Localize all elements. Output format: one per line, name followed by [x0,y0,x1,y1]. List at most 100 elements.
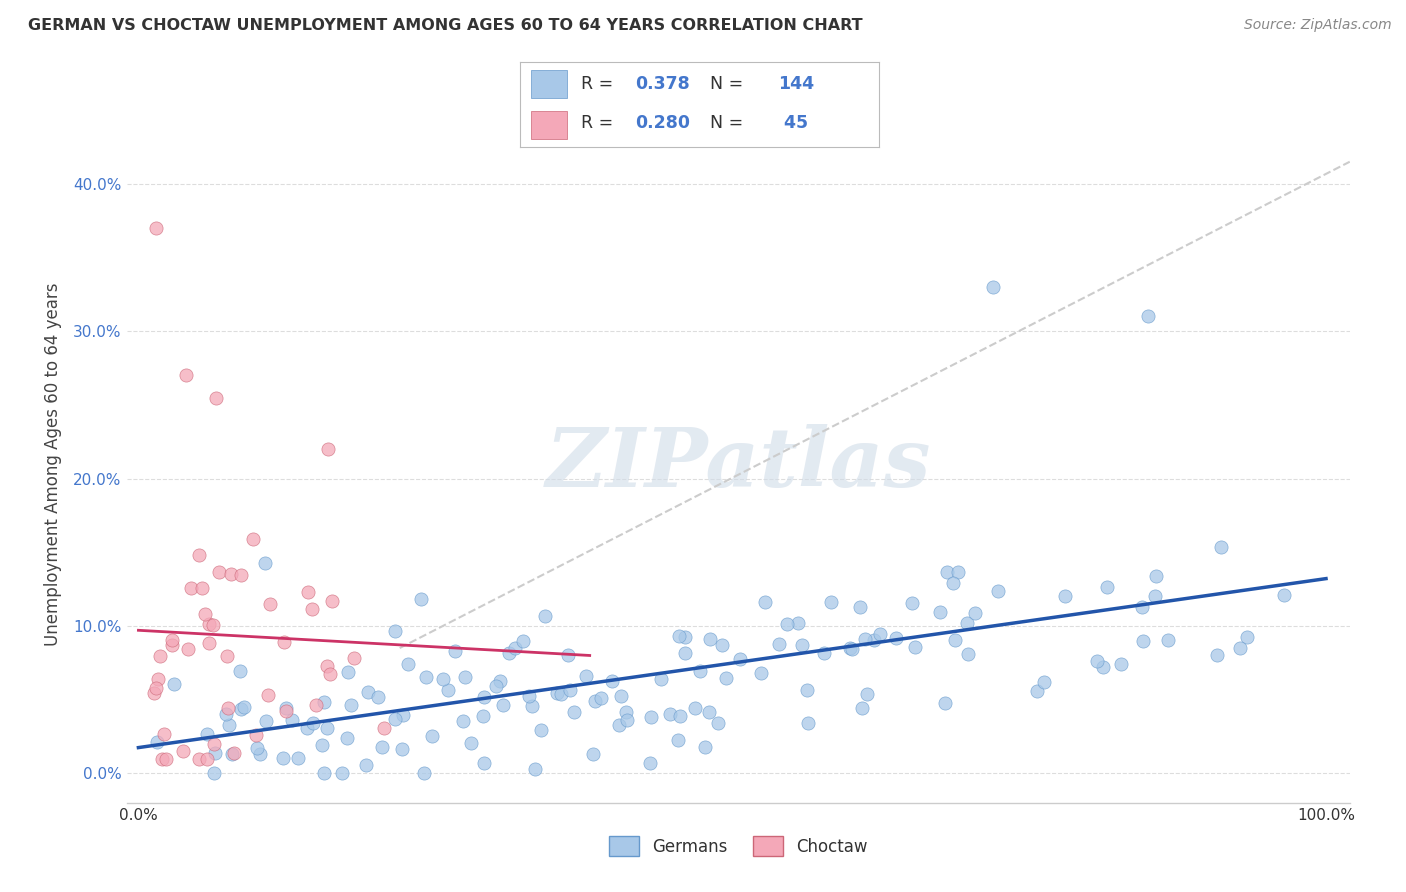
Point [673,646,696,660]
Point [219,566,242,581]
Point [297,584,319,599]
Text: N =: N = [710,114,749,132]
Point [838,641,860,656]
Point [1026,684,1049,698]
Point [301,715,323,730]
Point [928,606,950,620]
Point [163,677,186,691]
Point [321,594,343,608]
Point [384,624,406,638]
Point [357,684,380,698]
Point [983,280,1005,294]
Point [669,709,692,723]
Text: Source: ZipAtlas.com: Source: ZipAtlas.com [1244,18,1392,32]
Point [454,670,477,684]
Point [451,714,474,728]
Point [884,631,907,645]
Point [318,442,340,456]
Point [1156,632,1178,647]
Point [848,599,870,614]
Point [172,744,194,758]
Point [301,602,323,616]
Point [245,729,267,743]
Bar [531,70,567,98]
Text: R =: R = [581,76,619,94]
Point [149,648,172,663]
Point [274,701,297,715]
Point [600,673,623,688]
Point [215,706,238,721]
Point [412,766,434,780]
Point [145,735,167,749]
Point [614,706,637,720]
Point [530,723,553,738]
Point [155,751,177,765]
Point [367,690,389,704]
Point [316,721,339,735]
Point [208,565,231,579]
Point [607,718,630,732]
Point [391,742,413,756]
Point [420,730,443,744]
Point [853,632,876,646]
Point [1136,310,1159,324]
Point [558,683,581,698]
Point [683,700,706,714]
Point [195,727,218,741]
Point [281,713,304,727]
Point [693,739,716,754]
Point [485,679,508,693]
Point [143,686,166,700]
Point [813,646,835,660]
Point [820,595,842,609]
Bar [531,111,567,139]
Point [409,592,432,607]
Point [229,664,252,678]
Point [1236,630,1258,644]
Point [217,648,239,663]
Point [489,674,512,689]
Point [436,683,458,698]
Point [903,640,925,655]
Point [232,699,254,714]
Text: 0.280: 0.280 [636,114,690,132]
Point [204,746,226,760]
Point [221,747,243,761]
Point [524,762,547,776]
Point [956,615,979,630]
Point [304,698,326,713]
Text: 0.378: 0.378 [636,76,690,94]
Point [498,646,520,660]
Point [714,671,737,685]
Point [963,607,986,621]
Point [188,549,211,563]
Point [650,672,672,686]
Point [673,631,696,645]
Point [384,712,406,726]
Point [522,699,544,714]
Point [710,638,733,652]
Point [707,716,730,731]
Point [610,690,633,704]
Point [287,750,309,764]
Point [177,641,200,656]
Point [942,575,965,590]
Point [432,672,454,686]
Point [697,706,720,720]
Point [863,633,886,648]
Text: 45: 45 [779,114,808,132]
Point [204,391,226,405]
Point [180,582,202,596]
Point [217,701,239,715]
Point [546,686,568,700]
Point [1032,675,1054,690]
Point [957,647,980,661]
Point [754,595,776,609]
Point [562,706,585,720]
Point [460,736,482,750]
Point [1206,648,1229,663]
Point [336,665,359,679]
Point [145,221,167,235]
Text: ZIPatlas: ZIPatlas [546,424,931,504]
Point [1144,569,1167,583]
